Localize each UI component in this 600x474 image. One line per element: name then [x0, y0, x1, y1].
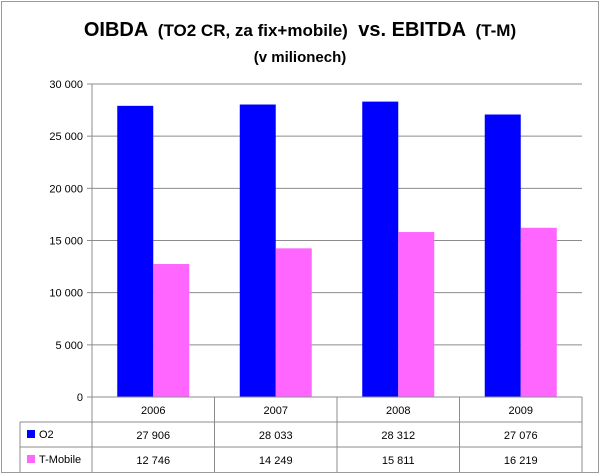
data-label: 28 033 [259, 430, 293, 442]
bar-o2-2007 [239, 104, 276, 397]
title-paren2: (T-M) [476, 21, 517, 40]
data-table: 2006 2007 2008 2009 O2 27 906 28 033 28 312 27 0… [19, 396, 583, 472]
y-tick-label: 5 000 [55, 340, 83, 352]
bar-t-mobile-2006 [153, 264, 190, 397]
data-label: 28 312 [381, 430, 415, 442]
chart-title: OIBDA (TO2 CR, za fix+mobile) vs. EBITDA… [84, 19, 516, 41]
bars [117, 101, 557, 398]
bar-o2-2006 [117, 105, 154, 397]
legend-label: T-Mobile [39, 454, 81, 466]
y-tick-label: 0 [77, 392, 83, 404]
legend-swatch [27, 455, 35, 463]
bar-t-mobile-2009 [520, 227, 557, 397]
x-tick-label: 2006 [141, 405, 165, 417]
x-tick-label: 2007 [264, 405, 288, 417]
y-tick-label: 10 000 [49, 288, 83, 300]
legend-swatch [27, 430, 35, 438]
y-tick-label: 20 000 [49, 183, 83, 195]
x-tick-label: 2008 [386, 405, 410, 417]
bar-o2-2009 [484, 114, 521, 397]
data-label: 14 249 [259, 455, 293, 467]
title-main: OIBDA [84, 19, 148, 41]
y-tick-label: 15 000 [49, 236, 83, 248]
bar-t-mobile-2007 [275, 248, 312, 397]
chart-subtitle: (v milionech) [254, 49, 347, 66]
data-label: 16 219 [504, 455, 538, 467]
bar-o2-2008 [362, 101, 399, 398]
legend-label: O2 [39, 429, 54, 441]
y-tick-label: 25 000 [49, 131, 83, 143]
data-label: 27 906 [136, 430, 170, 442]
data-label: 27 076 [504, 430, 538, 442]
y-axis: 0 5 000 10 000 15 000 20 000 25 000 30 000 [49, 79, 93, 404]
x-tick-label: 2009 [509, 405, 533, 417]
bar-t-mobile-2008 [398, 232, 435, 397]
title-paren1: (TO2 CR, za fix+mobile) [158, 21, 348, 40]
y-tick-label: 30 000 [49, 79, 83, 91]
data-label: 15 811 [382, 455, 415, 467]
title-vs: vs. EBITDA [358, 19, 466, 41]
data-label: 12 746 [136, 455, 170, 467]
